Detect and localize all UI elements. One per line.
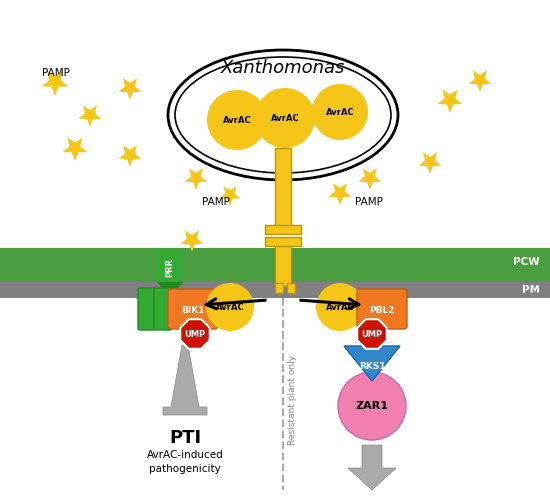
Circle shape [255, 88, 315, 148]
Polygon shape [357, 319, 387, 349]
Circle shape [207, 90, 267, 150]
Text: PRR: PRR [166, 257, 174, 276]
Polygon shape [163, 345, 207, 415]
Polygon shape [180, 230, 204, 252]
Polygon shape [42, 71, 68, 96]
Polygon shape [63, 137, 87, 161]
Text: AvrAC-induced
pathogenicity: AvrAC-induced pathogenicity [147, 450, 223, 474]
Polygon shape [359, 168, 381, 190]
Polygon shape [328, 183, 351, 205]
Polygon shape [469, 70, 491, 92]
Text: Resistant plant only: Resistant plant only [288, 355, 297, 445]
Text: PTI: PTI [169, 429, 201, 447]
FancyBboxPatch shape [357, 289, 407, 329]
Polygon shape [344, 346, 400, 381]
Text: PM: PM [522, 285, 540, 295]
Text: PCW: PCW [513, 256, 540, 266]
Ellipse shape [168, 50, 398, 180]
Polygon shape [219, 186, 240, 206]
FancyBboxPatch shape [168, 289, 218, 329]
FancyBboxPatch shape [0, 282, 550, 298]
Text: PAMP: PAMP [42, 68, 70, 78]
Text: AvrAC: AvrAC [271, 114, 299, 123]
Circle shape [338, 372, 406, 440]
Polygon shape [348, 445, 396, 490]
Polygon shape [119, 78, 141, 100]
FancyBboxPatch shape [265, 237, 301, 246]
Text: PAMP: PAMP [355, 197, 383, 207]
Text: UMP: UMP [184, 330, 206, 339]
Polygon shape [419, 152, 442, 174]
Polygon shape [119, 145, 141, 167]
Circle shape [312, 84, 368, 140]
FancyBboxPatch shape [287, 283, 295, 293]
FancyBboxPatch shape [157, 250, 183, 282]
Ellipse shape [175, 57, 391, 173]
Text: Xanthomonas: Xanthomonas [221, 59, 345, 77]
FancyBboxPatch shape [265, 225, 301, 234]
Text: AvrAC: AvrAC [326, 108, 354, 117]
FancyBboxPatch shape [275, 148, 291, 228]
FancyBboxPatch shape [0, 248, 550, 282]
Text: AvrAC: AvrAC [216, 302, 244, 312]
Text: BIK1: BIK1 [182, 305, 205, 315]
Text: AvrAC: AvrAC [326, 302, 354, 312]
Polygon shape [438, 90, 463, 113]
Circle shape [206, 283, 254, 331]
Text: PAMP: PAMP [202, 197, 230, 207]
Text: ZAR1: ZAR1 [355, 401, 388, 411]
Text: AvrAC: AvrAC [223, 116, 251, 124]
Polygon shape [79, 105, 101, 127]
Polygon shape [157, 282, 183, 298]
FancyBboxPatch shape [275, 246, 291, 286]
Text: UMP: UMP [361, 330, 383, 339]
Polygon shape [185, 168, 207, 190]
FancyBboxPatch shape [275, 283, 283, 293]
Circle shape [316, 283, 364, 331]
Polygon shape [180, 319, 210, 349]
FancyBboxPatch shape [154, 288, 172, 330]
FancyBboxPatch shape [138, 288, 156, 330]
Text: RKS1: RKS1 [359, 362, 386, 371]
Text: PBL2: PBL2 [369, 305, 395, 315]
